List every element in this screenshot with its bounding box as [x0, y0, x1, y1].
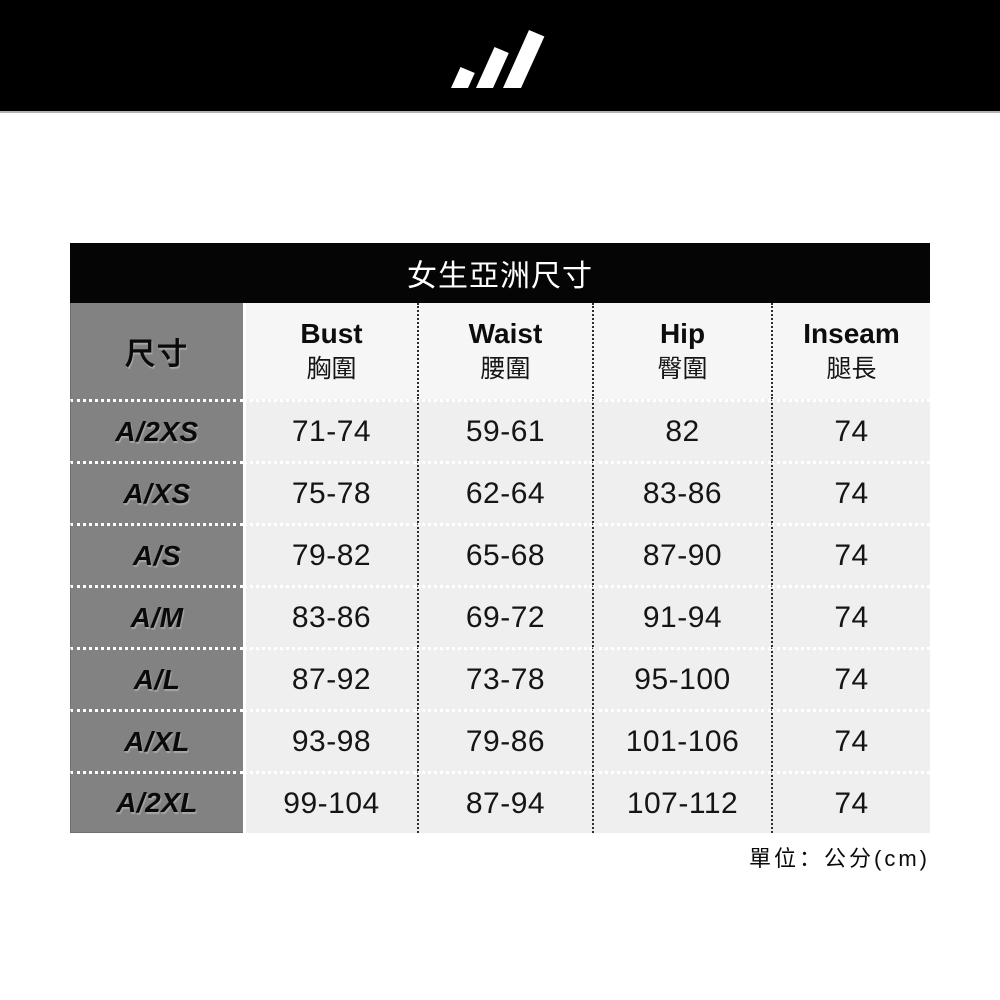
hip-value: 87-90 [592, 523, 771, 585]
waist-value: 59-61 [417, 399, 592, 461]
size-grid: 尺寸 Bust 胸圍 Waist 腰圍 Hip 臀圍 Inseam 腿長 A/2… [70, 303, 930, 833]
bust-value: 93-98 [243, 709, 417, 771]
header-bust-zh: 胸圍 [306, 355, 357, 383]
inseam-value: 74 [771, 709, 930, 771]
waist-value: 62-64 [417, 461, 592, 523]
waist-value: 87-94 [417, 771, 592, 833]
header-inseam-zh: 腿長 [826, 355, 877, 383]
size-label: A/XL [124, 725, 190, 757]
waist-value: 69-72 [417, 585, 592, 647]
header-waist-en: Waist [468, 318, 543, 349]
size-header-label: 尺寸 [125, 338, 189, 371]
hip-value: 101-106 [592, 709, 771, 771]
header-waist: Waist 腰圍 [417, 303, 592, 399]
hip-value: 82 [592, 399, 771, 461]
header-bust: Bust 胸圍 [243, 303, 417, 399]
size-label: A/M [130, 601, 184, 633]
table-row-cell: A/2XL [70, 771, 243, 833]
size-label: A/2XL [116, 787, 198, 818]
hip-value: 83-86 [592, 461, 771, 523]
brand-bar [0, 0, 1000, 113]
header-size: 尺寸 [70, 303, 243, 399]
bust-value: 87-92 [243, 647, 417, 709]
inseam-value: 74 [771, 461, 930, 523]
hip-value: 91-94 [592, 585, 771, 647]
hip-value: 95-100 [592, 647, 771, 709]
inseam-value: 74 [771, 771, 930, 833]
bust-value: 75-78 [243, 461, 417, 523]
waist-value: 73-78 [417, 647, 592, 709]
hip-value: 107-112 [592, 771, 771, 833]
table-row-cell: A/L [70, 647, 243, 709]
table-title: 女生亞洲尺寸 [70, 243, 930, 303]
waist-value: 79-86 [417, 709, 592, 771]
header-bust-en: Bust [300, 318, 363, 349]
inseam-value: 74 [771, 585, 930, 647]
unit-footnote: 單位：公分(cm) [749, 846, 930, 871]
table-row-cell: A/XL [70, 709, 243, 771]
size-table: 女生亞洲尺寸 尺寸 Bust 胸圍 Waist 腰圍 Hip 臀圍 Inseam… [70, 243, 930, 833]
inseam-value: 74 [771, 523, 930, 585]
size-label: A/S [132, 539, 182, 571]
header-inseam-en: Inseam [803, 318, 900, 349]
header-hip-zh: 臀圍 [657, 355, 708, 383]
size-label: A/XS [123, 477, 191, 509]
header-hip: Hip 臀圍 [592, 303, 771, 399]
bust-value: 71-74 [243, 399, 417, 461]
header-inseam: Inseam 腿長 [771, 303, 930, 399]
size-label: A/2XS [115, 415, 199, 447]
table-row-cell: A/S [70, 523, 243, 585]
size-label: A/L [133, 663, 181, 695]
bust-value: 79-82 [243, 523, 417, 585]
table-row-cell: A/XS [70, 461, 243, 523]
bust-value: 83-86 [243, 585, 417, 647]
inseam-value: 74 [771, 399, 930, 461]
header-hip-en: Hip [659, 318, 706, 349]
header-waist-zh: 腰圍 [480, 355, 531, 383]
bust-value: 99-104 [243, 771, 417, 833]
table-row-cell: A/2XS [70, 399, 243, 461]
table-row-cell: A/M [70, 585, 243, 647]
inseam-value: 74 [771, 647, 930, 709]
waist-value: 65-68 [417, 523, 592, 585]
adidas-logo-icon [451, 30, 545, 88]
